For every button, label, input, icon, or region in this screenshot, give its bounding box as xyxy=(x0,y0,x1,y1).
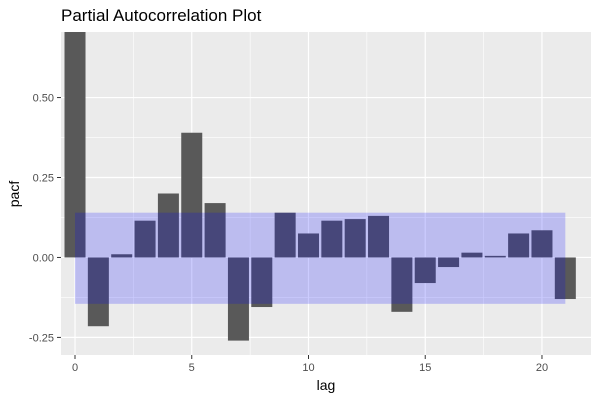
pacf-bar xyxy=(64,32,86,258)
pacf-bar xyxy=(111,254,133,258)
pacf-bar xyxy=(274,212,296,258)
confidence-band xyxy=(75,212,566,304)
plot-panel xyxy=(61,32,591,355)
pacf-bar xyxy=(391,257,413,312)
pacf-bar xyxy=(531,230,553,258)
bars xyxy=(64,32,576,341)
x-tick-label: 5 xyxy=(189,362,195,374)
y-tick-label: 0.25 xyxy=(33,173,54,185)
x-tick-label: 20 xyxy=(536,362,548,374)
pacf-bar xyxy=(484,255,506,258)
chart-title: Partial Autocorrelation Plot xyxy=(61,6,262,25)
x-tick-label: 15 xyxy=(419,362,431,374)
y-axis-title: pacf xyxy=(6,181,22,208)
pacf-bar xyxy=(344,219,366,258)
y-axis: -0.25 0.00 0.25 0.50 xyxy=(29,93,61,344)
pacf-bar xyxy=(204,203,226,258)
pacf-bar xyxy=(87,257,109,327)
pacf-bar xyxy=(181,132,203,258)
x-tick-label: 0 xyxy=(72,362,78,374)
pacf-bar xyxy=(438,257,460,268)
pacf-bar xyxy=(251,257,273,308)
minor-gridlines xyxy=(61,32,591,355)
x-tick-label: 10 xyxy=(302,362,314,374)
x-axis: 0 5 10 15 20 xyxy=(72,355,548,374)
pacf-bar xyxy=(508,233,530,258)
x-axis-title: lag xyxy=(317,377,336,393)
pacf-bar xyxy=(227,257,249,341)
y-tick-label: -0.25 xyxy=(29,332,54,344)
pacf-bar xyxy=(554,257,576,300)
pacf-bar xyxy=(461,252,483,258)
pacf-bar xyxy=(321,220,343,258)
pacf-bar xyxy=(368,215,390,258)
y-tick-label: 0.50 xyxy=(33,93,54,105)
pacf-bar xyxy=(297,233,319,258)
pacf-bar xyxy=(157,193,179,258)
pacf-bar xyxy=(414,257,436,284)
pacf-bar xyxy=(134,220,156,258)
y-tick-label: 0.00 xyxy=(33,252,54,264)
